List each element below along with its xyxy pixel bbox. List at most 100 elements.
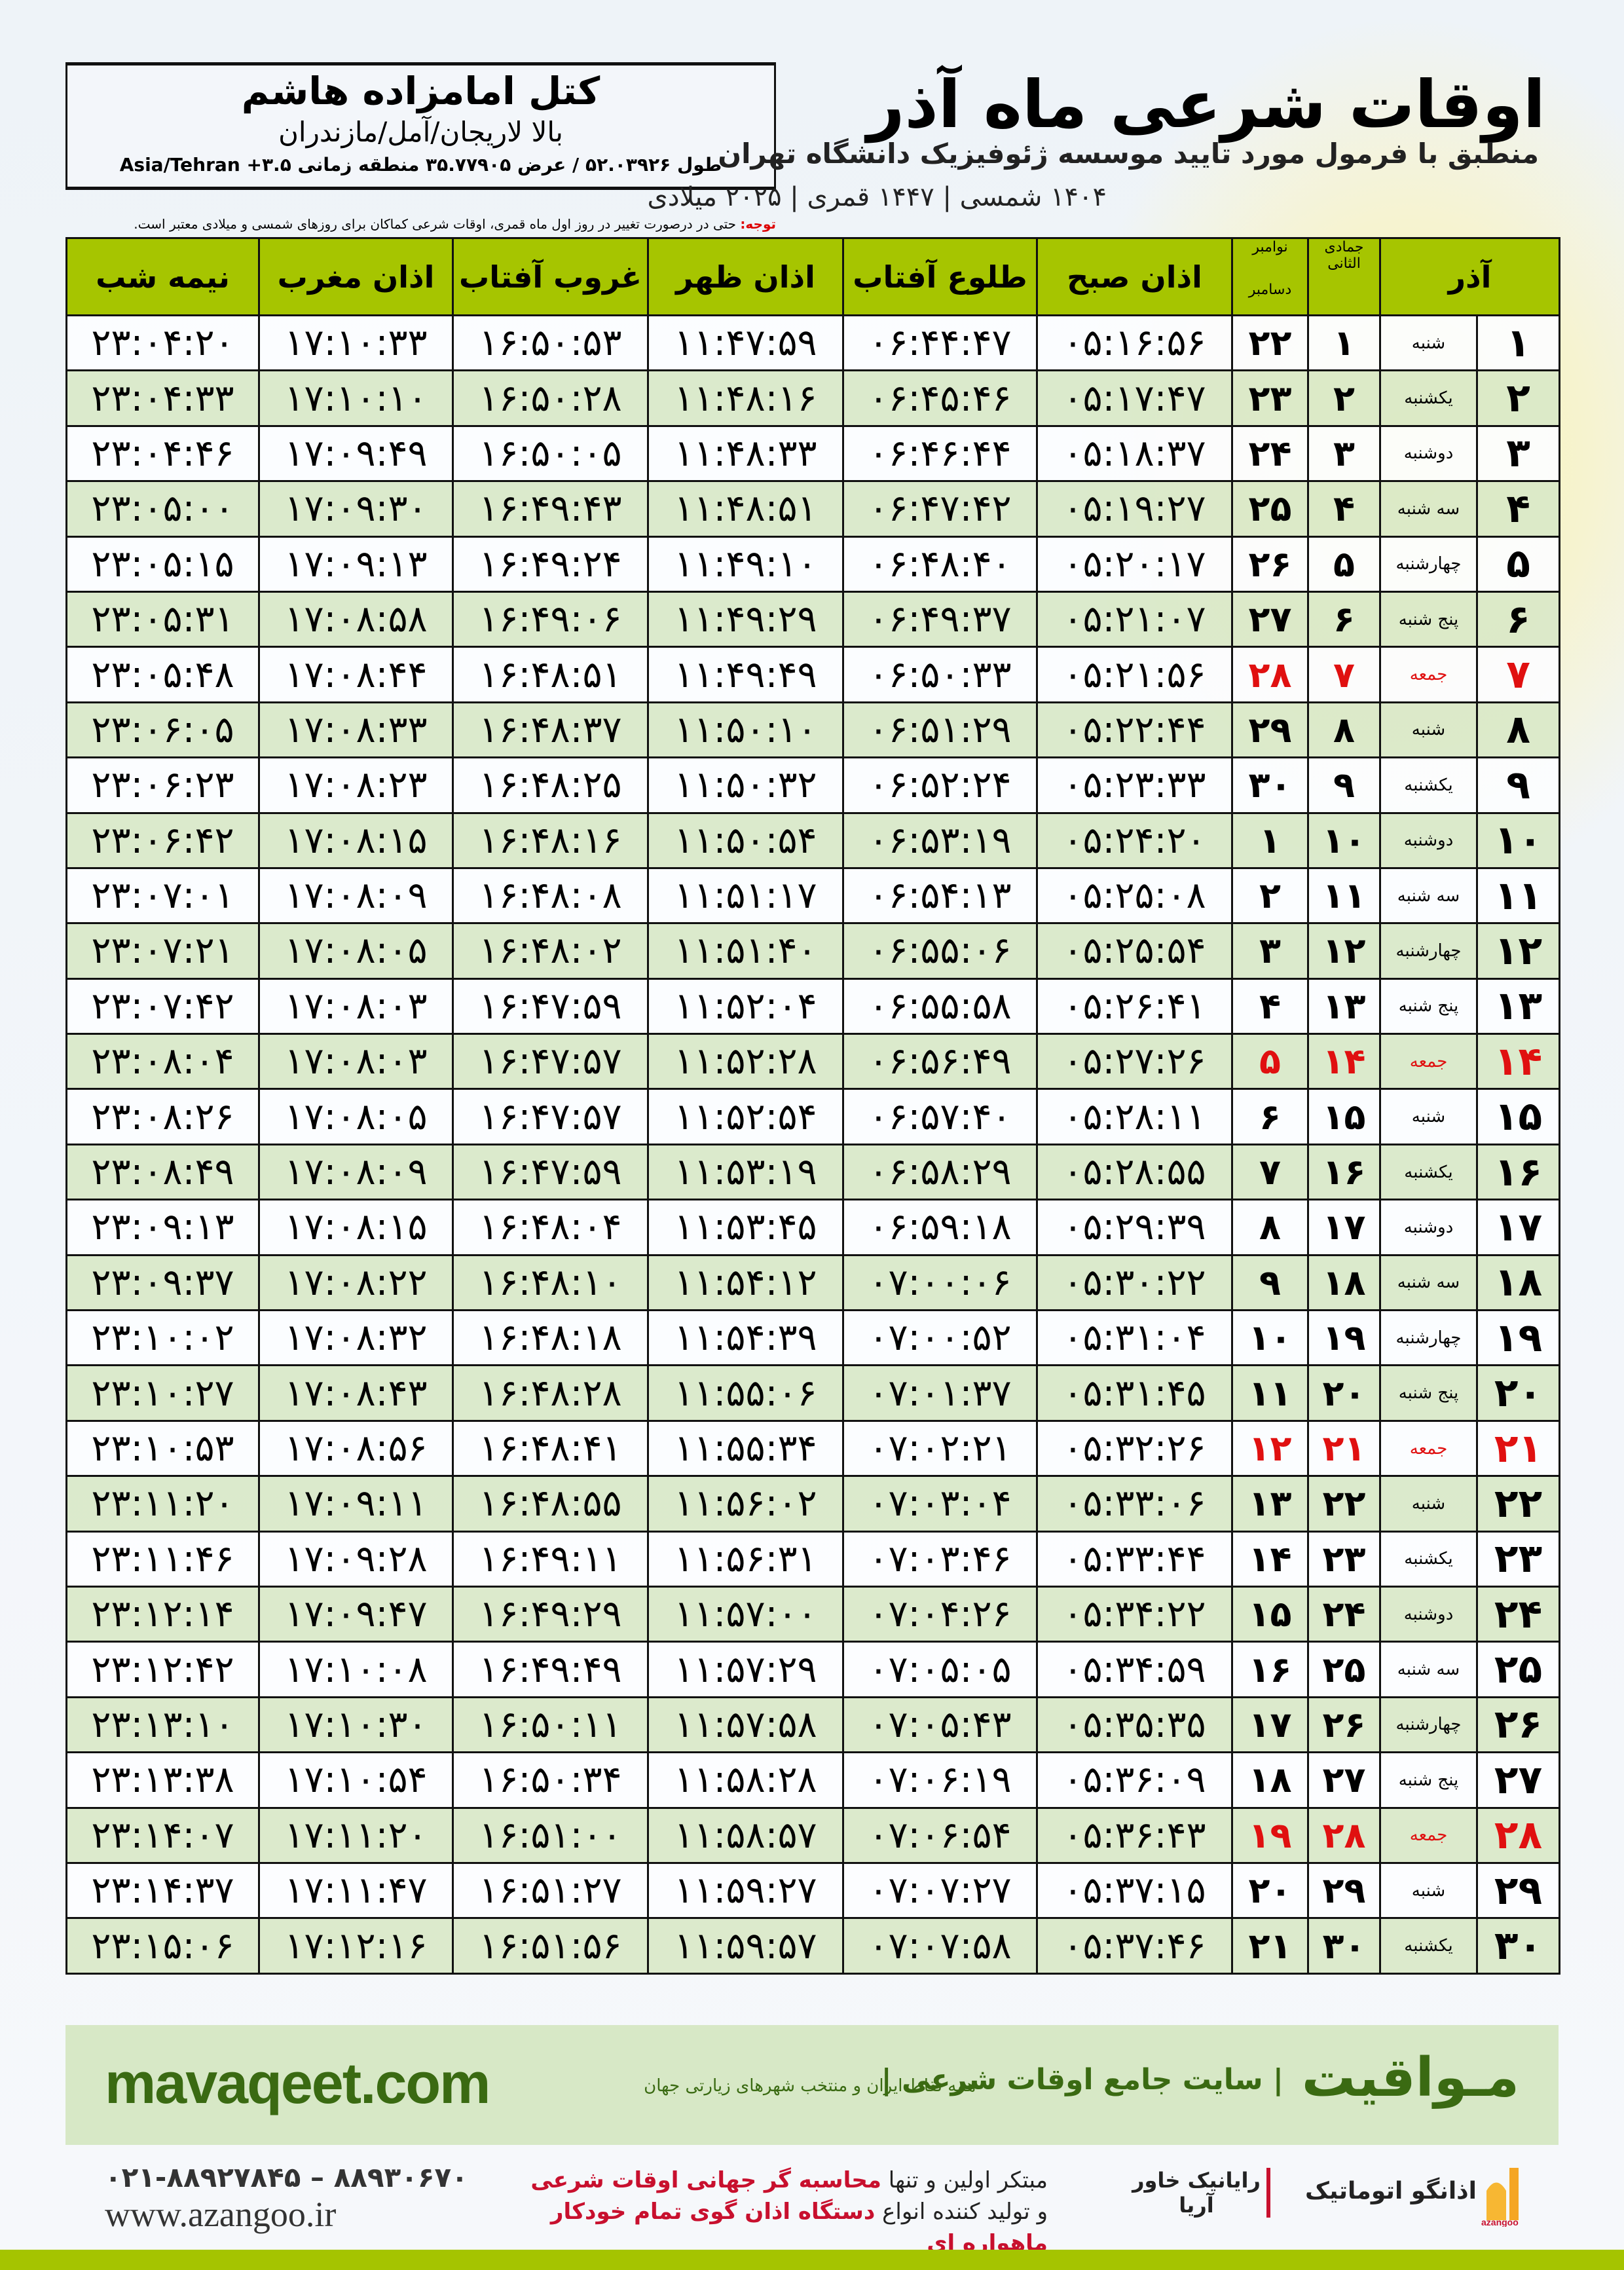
weekday: شنبه xyxy=(1378,701,1479,759)
maghrib-time: ۱۷:۰۹:۲۸ xyxy=(258,1530,454,1588)
azar-day: ۱۶ xyxy=(1476,1143,1561,1201)
table-row: ۱۸ سه شنبه ۱۸ ۹ ۰۵:۳۰:۲۲ ۰۷:۰۰:۰۶ ۱۱:۵۴:۱۲ ۱۶:۴… xyxy=(65,1254,1561,1312)
table-row: ۱۰ دوشنبه ۱۰ ۱ ۰۵:۲۴:۲۰ ۰۶:۵۳:۱۹ ۱۱:۵۰:۵۴ ۱۶:۴۸… xyxy=(65,811,1561,869)
tolu-time: ۰۶:۵۴:۱۳ xyxy=(842,866,1038,925)
location-box: کتل امامزاده هاشم بالا لاریجان/آمل/مازند… xyxy=(65,62,776,190)
nimeshab-time: ۲۳:۱۳:۳۸ xyxy=(65,1751,260,1809)
sobh-time: ۰۵:۳۳:۰۶ xyxy=(1036,1475,1233,1533)
table-row: ۱۵ شنبه ۱۵ ۶ ۰۵:۲۸:۱۱ ۰۶:۵۷:۴۰ ۱۱:۵۲:۵۴ ۱۶:۴۷:۵… xyxy=(65,1088,1561,1145)
azar-day: ۱۴ xyxy=(1476,1033,1561,1090)
tolu-time: ۰۶:۴۹:۳۷ xyxy=(842,590,1038,648)
miladi-day: ۳۰ xyxy=(1231,756,1309,814)
qamari-day: ۱۸ xyxy=(1307,1254,1381,1312)
nimeshab-time: ۲۳:۰۴:۳۳ xyxy=(65,369,260,427)
nimeshab-time: ۲۳:۱۴:۰۷ xyxy=(65,1806,260,1864)
promo-line2a: و تولید کننده انواع xyxy=(875,2199,1048,2225)
zohr-time: ۱۱:۵۵:۳۴ xyxy=(647,1419,844,1478)
miladi-day: ۲۰ xyxy=(1231,1861,1309,1920)
zohr-time: ۱۱:۵۳:۴۵ xyxy=(647,1199,844,1256)
azar-day: ۵ xyxy=(1476,535,1561,593)
qamari-day: ۱۷ xyxy=(1307,1199,1381,1256)
phone-numbers: ۰۲۱-۸۸۹۲۷۸۴۵ – ۸۸۹۳۰۶۷۰ xyxy=(105,2161,468,2193)
sobh-time: ۰۵:۲۶:۴۱ xyxy=(1036,977,1233,1035)
tolu-time: ۰۶:۴۶:۴۴ xyxy=(842,424,1038,483)
maghrib-time: ۱۷:۰۸:۰۹ xyxy=(258,866,454,925)
qamari-day: ۳ xyxy=(1307,424,1381,483)
col-zohr: اذان ظهر xyxy=(647,237,844,316)
zohr-time: ۱۱:۴۹:۲۹ xyxy=(647,590,844,648)
ghoroob-time: ۱۶:۴۸:۰۸ xyxy=(452,866,649,925)
zohr-time: ۱۱:۴۷:۵۹ xyxy=(647,314,844,372)
sobh-time: ۰۵:۳۶:۴۳ xyxy=(1036,1806,1233,1864)
azar-day: ۱۹ xyxy=(1476,1309,1561,1367)
tolu-time: ۰۶:۵۶:۴۹ xyxy=(842,1033,1038,1090)
maghrib-time: ۱۷:۱۰:۳۳ xyxy=(258,314,454,372)
ghoroob-time: ۱۶:۵۰:۲۸ xyxy=(452,369,649,427)
sobh-time: ۰۵:۱۹:۲۷ xyxy=(1036,480,1233,538)
zohr-time: ۱۱:۵۱:۱۷ xyxy=(647,866,844,925)
nimeshab-time: ۲۳:۰۷:۰۱ xyxy=(65,866,260,925)
miladi-day: ۲ xyxy=(1231,866,1309,925)
minaret-icon: azangoo xyxy=(1481,2168,1519,2227)
svg-text:azangoo: azangoo xyxy=(1481,2217,1519,2227)
weekday: یکشنبه xyxy=(1378,1530,1479,1588)
mavaqeet-link[interactable]: mavaqeet.com xyxy=(105,2051,490,2115)
ghoroob-time: ۱۶:۵۰:۱۱ xyxy=(452,1696,649,1754)
rayanik-logo: رایانیک خاور آریا xyxy=(1126,2168,1270,2220)
table-row: ۱۹ چهارشنبه ۱۹ ۱۰ ۰۵:۳۱:۰۴ ۰۷:۰۰:۵۲ ۱۱:۵۴:۳۹ ۱۶… xyxy=(65,1309,1561,1367)
azar-day: ۹ xyxy=(1476,756,1561,814)
sobh-time: ۰۵:۲۲:۴۴ xyxy=(1036,701,1233,759)
tolu-time: ۰۷:۰۴:۲۶ xyxy=(842,1585,1038,1643)
nimeshab-time: ۲۳:۰۵:۴۸ xyxy=(65,646,260,703)
tolu-time: ۰۶:۵۸:۲۹ xyxy=(842,1143,1038,1201)
azar-day: ۲۲ xyxy=(1476,1475,1561,1533)
location-name: کتل امامزاده هاشم xyxy=(241,69,600,113)
tolu-time: ۰۶:۵۰:۳۳ xyxy=(842,646,1038,703)
miladi-day: ۱۱ xyxy=(1231,1364,1309,1422)
maghrib-time: ۱۷:۰۹:۴۷ xyxy=(258,1585,454,1643)
qamari-day: ۳۰ xyxy=(1307,1917,1381,1975)
ghoroob-time: ۱۶:۴۹:۱۱ xyxy=(452,1530,649,1588)
qamari-day: ۲۰ xyxy=(1307,1364,1381,1422)
azar-day: ۱۷ xyxy=(1476,1199,1561,1256)
maghrib-time: ۱۷:۰۹:۴۹ xyxy=(258,424,454,483)
azangoo-link[interactable]: www.azangoo.ir xyxy=(105,2195,337,2234)
azar-day: ۱ xyxy=(1476,314,1561,372)
ghoroob-time: ۱۶:۵۰:۵۳ xyxy=(452,314,649,372)
weekday: جمعه xyxy=(1378,1033,1479,1090)
qamari-day: ۱۲ xyxy=(1307,922,1381,980)
weekday: دوشنبه xyxy=(1378,424,1479,483)
qamari-day: ۴ xyxy=(1307,480,1381,538)
miladi-day: ۱ xyxy=(1231,811,1309,869)
azar-day: ۱۱ xyxy=(1476,866,1561,925)
qamari-day: ۲۶ xyxy=(1307,1696,1381,1754)
table-row: ۱۱ سه شنبه ۱۱ ۲ ۰۵:۲۵:۰۸ ۰۶:۵۴:۱۳ ۱۱:۵۱:۱۷ ۱۶:۴… xyxy=(65,866,1561,925)
weekday: جمعه xyxy=(1378,1806,1479,1864)
weekday: سه شنبه xyxy=(1378,480,1479,538)
ghoroob-time: ۱۶:۴۸:۲۵ xyxy=(452,756,649,814)
zohr-time: ۱۱:۵۴:۱۲ xyxy=(647,1254,844,1312)
azar-day: ۴ xyxy=(1476,480,1561,538)
tolu-time: ۰۷:۰۵:۴۳ xyxy=(842,1696,1038,1754)
miladi-day: ۱۵ xyxy=(1231,1585,1309,1643)
maghrib-time: ۱۷:۰۸:۰۵ xyxy=(258,1088,454,1145)
ghoroob-time: ۱۶:۴۸:۱۶ xyxy=(452,811,649,869)
miladi-day: ۱۹ xyxy=(1231,1806,1309,1864)
table-row: ۵ چهارشنبه ۵ ۲۶ ۰۵:۲۰:۱۷ ۰۶:۴۸:۴۰ ۱۱:۴۹:۱۰ ۱۶:۴… xyxy=(65,535,1561,593)
sobh-time: ۰۵:۱۶:۵۶ xyxy=(1036,314,1233,372)
sobh-time: ۰۵:۲۷:۲۶ xyxy=(1036,1033,1233,1090)
weekday: یکشنبه xyxy=(1378,369,1479,427)
ghoroob-time: ۱۶:۵۰:۳۴ xyxy=(452,1751,649,1809)
azar-day: ۶ xyxy=(1476,590,1561,648)
zohr-time: ۱۱:۵۵:۰۶ xyxy=(647,1364,844,1422)
table-row: ۴ سه شنبه ۴ ۲۵ ۰۵:۱۹:۲۷ ۰۶:۴۷:۴۲ ۱۱:۴۸:۵۱ ۱۶:۴۹… xyxy=(65,480,1561,538)
promo-line1b: محاسبه گر جهانی اوقات شرعی xyxy=(530,2167,881,2193)
tolu-time: ۰۶:۵۵:۵۸ xyxy=(842,977,1038,1035)
table-row: ۲ یکشنبه ۲ ۲۳ ۰۵:۱۷:۴۷ ۰۶:۴۵:۴۶ ۱۱:۴۸:۱۶ ۱۶:۵۰:… xyxy=(65,369,1561,427)
ghoroob-time: ۱۶:۴۹:۰۶ xyxy=(452,590,649,648)
zohr-time: ۱۱:۴۹:۴۹ xyxy=(647,646,844,703)
year-line: ۱۴۰۴ شمسی | ۱۴۴۷ قمری | ۲۰۲۵ میلادی xyxy=(647,182,1107,212)
tolu-time: ۰۶:۴۵:۴۶ xyxy=(842,369,1038,427)
nimeshab-time: ۲۳:۰۴:۴۶ xyxy=(65,424,260,483)
table-row: ۱۶ یکشنبه ۱۶ ۷ ۰۵:۲۸:۵۵ ۰۶:۵۸:۲۹ ۱۱:۵۳:۱۹ ۱۶:۴۷… xyxy=(65,1143,1561,1201)
